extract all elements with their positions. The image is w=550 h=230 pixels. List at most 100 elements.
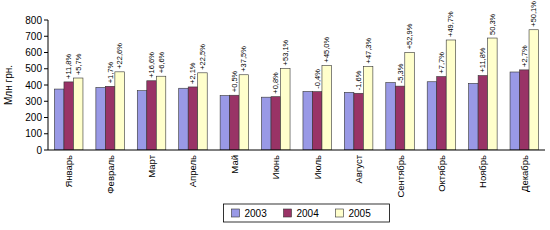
y-axis: [48, 20, 49, 150]
y-tick-label: 100: [25, 128, 42, 139]
bar: [386, 83, 396, 150]
bar: [427, 82, 437, 150]
y-tick: [44, 117, 48, 118]
bar-annotation: +11,8%: [64, 53, 73, 78]
y-tick: [44, 68, 48, 69]
bar: [312, 92, 322, 150]
bar-annotation: +49,7%: [446, 11, 455, 37]
bar-annotation: +16,6%: [147, 52, 156, 78]
bar: [529, 30, 539, 150]
annotations: +11,8%+5,7%+1,7%+22,6%+16,6%+6,6%+2,1%+2…: [64, 1, 538, 94]
bar-annotation: -0,4%: [313, 69, 322, 89]
bar-annotation: +5,7%: [74, 53, 83, 75]
y-tick: [44, 101, 48, 102]
y-axis-title: Млн грн.: [3, 65, 14, 105]
bar: [405, 52, 415, 150]
y-tick: [44, 36, 48, 37]
bar: [137, 91, 147, 150]
bar-annotation: -5,3%: [396, 63, 405, 83]
bar: [510, 72, 519, 150]
bar: [179, 88, 189, 150]
y-tick-label: 500: [25, 63, 42, 74]
page: {"chart_data": { "type": "bar", "y_label…: [0, 0, 550, 230]
x-tick-label: Июль: [312, 155, 323, 179]
bar-annotation: +1,7%: [106, 61, 115, 83]
bar-annotation: +22,5%: [198, 44, 207, 70]
legend-label: 2005: [349, 208, 372, 219]
bar-annotation: +45,0%: [322, 37, 331, 63]
chart: 0100200300400500600700800Млн грн.+11,8%+…: [0, 0, 550, 230]
bar-annotation: +7,7%: [437, 52, 446, 74]
legend-swatch: [232, 209, 240, 217]
x-tick-label: Август: [353, 154, 364, 183]
bar-annotation: +6,6%: [157, 51, 166, 73]
bar: [488, 38, 498, 150]
bar-annotation: +47,3%: [364, 37, 373, 63]
y-tick: [44, 20, 48, 21]
y-tick-label: 200: [25, 112, 42, 123]
bar: [344, 92, 354, 150]
x-tick-label: Март: [146, 154, 157, 177]
y-tick: [44, 52, 48, 53]
x-tick-label: Ноябрь: [477, 155, 488, 188]
bar: [64, 82, 73, 150]
y-tick-label: 300: [25, 96, 42, 107]
y-tick-label: 600: [25, 47, 42, 58]
bar-annotation: +2,7%: [520, 45, 529, 67]
legend-swatch: [284, 209, 292, 217]
bar: [446, 40, 456, 150]
x-tick-label: Май: [229, 155, 240, 174]
bar-annotation: +11,8%: [478, 47, 487, 72]
bar-annotation: +22,6%: [115, 43, 124, 69]
bar-annotation: +0,5%: [230, 70, 239, 92]
x-tick-label: Январь: [63, 155, 74, 188]
x-tick-label: Февраль: [105, 155, 116, 194]
bar: [322, 66, 332, 151]
y-tick-label: 800: [25, 15, 42, 26]
bar-annotation: +0,8%: [271, 72, 280, 94]
y-tick: [44, 150, 48, 151]
bar: [395, 86, 405, 150]
bar: [354, 93, 364, 150]
bar-annotation: +50,1%: [529, 1, 538, 27]
bar: [303, 92, 313, 151]
bar: [156, 76, 166, 150]
bar: [520, 70, 530, 150]
legend-box: [224, 204, 390, 222]
x-tick-label: Октябрь: [436, 155, 447, 192]
bar: [96, 87, 106, 150]
x-axis: [48, 150, 545, 151]
bar-annotation: -1,6%: [354, 70, 363, 90]
bar: [115, 72, 125, 150]
bar: [188, 87, 198, 150]
bar: [281, 68, 291, 150]
x-tick-label: Декабрь: [519, 155, 530, 192]
bar-annotation: +52,9%: [405, 23, 414, 49]
bar: [54, 89, 64, 150]
bar: [271, 97, 281, 150]
legend-label: 2004: [297, 208, 320, 219]
y-tick-label: 0: [36, 145, 42, 156]
x-tick-label: Сентябрь: [395, 155, 406, 198]
bar-annotation: 50,3%: [488, 13, 497, 35]
bar: [469, 83, 479, 150]
y-tick-label: 400: [25, 80, 42, 91]
bar: [239, 75, 249, 150]
bar: [220, 96, 230, 150]
bar: [262, 97, 272, 150]
bar: [478, 76, 488, 150]
bar: [437, 77, 447, 150]
legend: 2003 2004 2005: [224, 204, 390, 222]
legend-swatch: [336, 209, 344, 217]
bar: [105, 86, 115, 150]
bar: [230, 95, 240, 150]
x-tick-label: Июнь: [270, 155, 281, 179]
legend-label: 2003: [245, 208, 268, 219]
bar-annotation: +2,1%: [188, 62, 197, 84]
bar-annotation: +53,1%: [281, 39, 290, 65]
bar: [363, 66, 373, 150]
bars: [54, 30, 538, 150]
x-tick-label: Апрель: [187, 155, 198, 187]
bar: [198, 73, 208, 150]
y-tick: [44, 133, 48, 134]
